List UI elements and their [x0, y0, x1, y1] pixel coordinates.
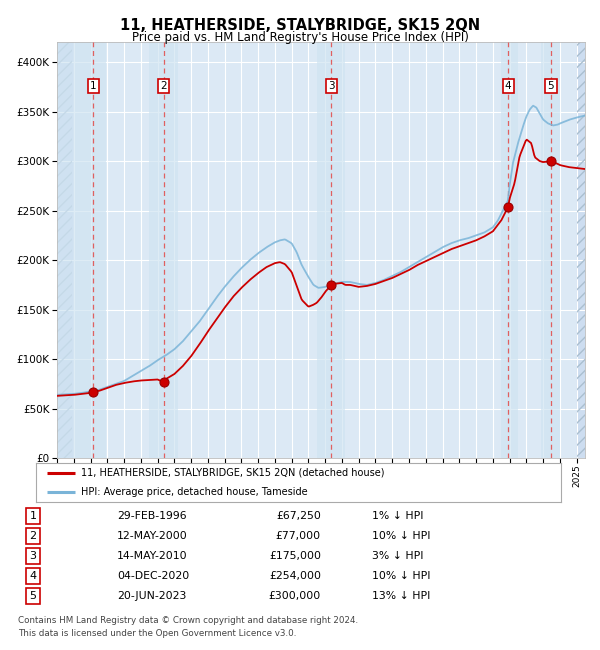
Text: 20-JUN-2023: 20-JUN-2023	[117, 591, 187, 601]
Text: Price paid vs. HM Land Registry's House Price Index (HPI): Price paid vs. HM Land Registry's House …	[131, 31, 469, 44]
Text: £175,000: £175,000	[269, 551, 321, 561]
Text: 10% ↓ HPI: 10% ↓ HPI	[372, 531, 431, 541]
Text: Contains HM Land Registry data © Crown copyright and database right 2024.: Contains HM Land Registry data © Crown c…	[18, 616, 358, 625]
Bar	[501, 42, 518, 458]
Bar	[541, 42, 560, 458]
Bar	[577, 42, 585, 458]
Text: HPI: Average price, detached house, Tameside: HPI: Average price, detached house, Tame…	[80, 487, 307, 497]
Text: 11, HEATHERSIDE, STALYBRIDGE, SK15 2QN (detached house): 11, HEATHERSIDE, STALYBRIDGE, SK15 2QN (…	[80, 467, 384, 478]
Text: 4: 4	[29, 571, 37, 580]
Text: 3: 3	[328, 81, 335, 91]
Text: 5: 5	[29, 591, 37, 601]
Text: £67,250: £67,250	[276, 511, 321, 521]
Bar	[57, 42, 106, 458]
Text: 2: 2	[29, 531, 37, 541]
Bar	[57, 42, 72, 458]
Text: 3: 3	[29, 551, 37, 561]
Text: 1% ↓ HPI: 1% ↓ HPI	[372, 511, 424, 521]
Text: £77,000: £77,000	[276, 531, 321, 541]
Text: £300,000: £300,000	[269, 591, 321, 601]
Text: 14-MAY-2010: 14-MAY-2010	[117, 551, 188, 561]
Text: 5: 5	[548, 81, 554, 91]
Text: 04-DEC-2020: 04-DEC-2020	[117, 571, 189, 580]
Text: 12-MAY-2000: 12-MAY-2000	[117, 531, 188, 541]
Text: 4: 4	[505, 81, 512, 91]
Bar	[149, 42, 178, 458]
Text: 2: 2	[160, 81, 167, 91]
Text: 10% ↓ HPI: 10% ↓ HPI	[372, 571, 431, 580]
Text: 29-FEB-1996: 29-FEB-1996	[117, 511, 187, 521]
Bar	[57, 42, 72, 458]
Text: 13% ↓ HPI: 13% ↓ HPI	[372, 591, 430, 601]
Bar	[57, 42, 72, 458]
Bar	[577, 42, 585, 458]
Bar	[577, 42, 585, 458]
Text: 1: 1	[29, 511, 37, 521]
Bar	[317, 42, 346, 458]
Text: 11, HEATHERSIDE, STALYBRIDGE, SK15 2QN: 11, HEATHERSIDE, STALYBRIDGE, SK15 2QN	[120, 18, 480, 33]
Text: 3% ↓ HPI: 3% ↓ HPI	[372, 551, 424, 561]
Text: 1: 1	[90, 81, 97, 91]
Text: This data is licensed under the Open Government Licence v3.0.: This data is licensed under the Open Gov…	[18, 629, 296, 638]
Text: £254,000: £254,000	[269, 571, 321, 580]
